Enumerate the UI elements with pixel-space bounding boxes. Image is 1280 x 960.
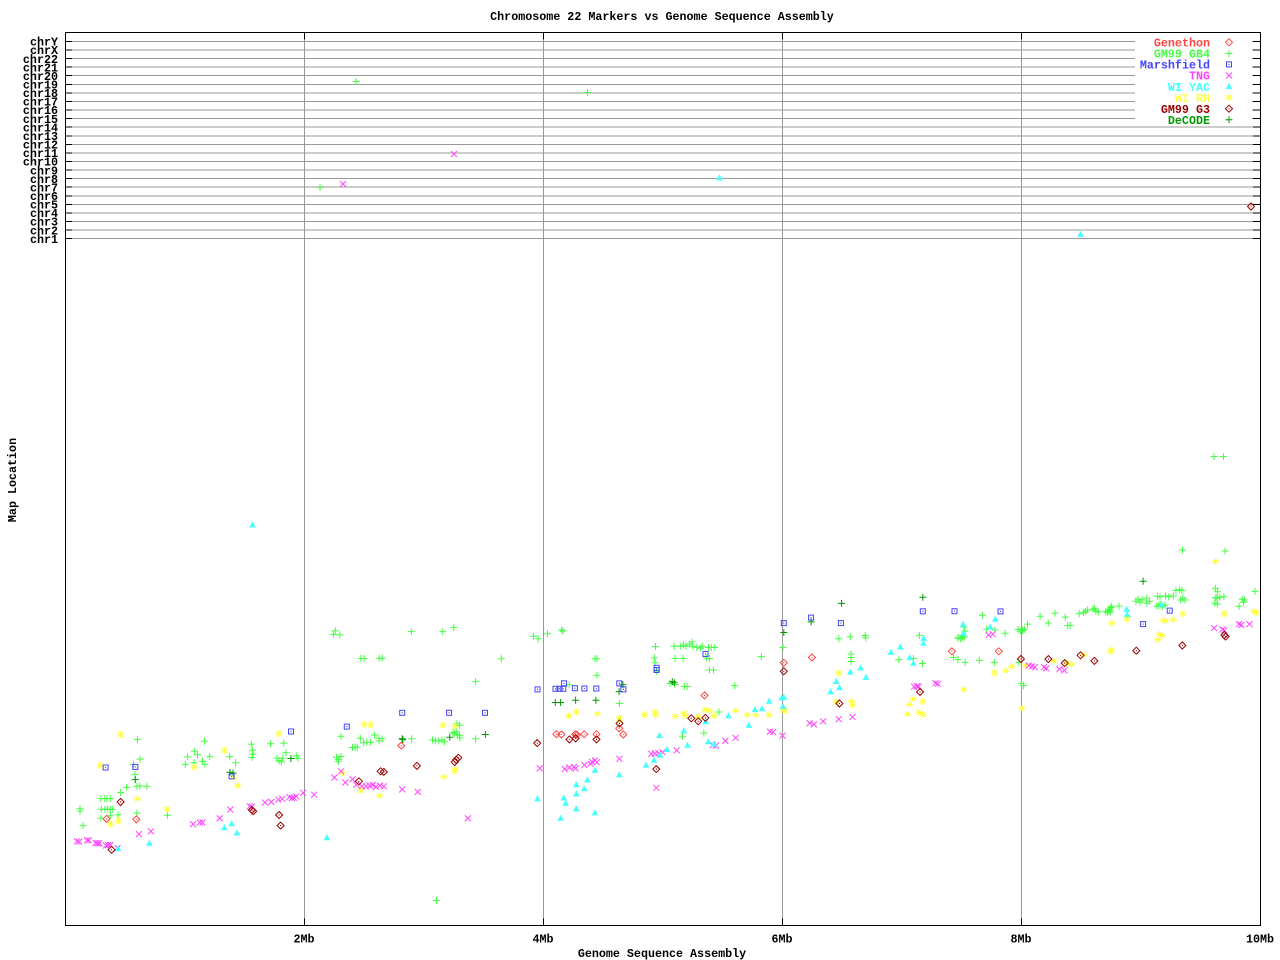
svg-text:chr12: chr12 <box>23 139 58 153</box>
svg-text:chr8: chr8 <box>30 173 58 187</box>
svg-text:chr22: chr22 <box>23 53 58 67</box>
svg-text:chr19: chr19 <box>23 79 58 93</box>
svg-text:Chromosome 22 Markers vs Genom: Chromosome 22 Markers vs Genome Sequence… <box>490 10 834 24</box>
svg-text:chr6: chr6 <box>30 190 58 204</box>
svg-text:8Mb: 8Mb <box>1010 933 1031 947</box>
svg-text:WI YAC: WI YAC <box>1168 81 1210 95</box>
svg-text:DeCODE: DeCODE <box>1168 114 1210 128</box>
svg-text:chrY: chrY <box>30 36 58 50</box>
svg-text:2Mb: 2Mb <box>293 933 314 947</box>
svg-text:chr17: chr17 <box>23 96 58 110</box>
svg-text:Map Location: Map Location <box>6 438 20 522</box>
svg-text:chr5: chr5 <box>30 199 58 213</box>
svg-text:chr13: chr13 <box>23 130 58 144</box>
svg-text:chr1: chr1 <box>30 233 58 247</box>
svg-text:chr15: chr15 <box>23 113 58 127</box>
svg-text:chr21: chr21 <box>23 61 58 75</box>
svg-text:chr16: chr16 <box>23 104 58 118</box>
svg-text:chr3: chr3 <box>30 216 58 230</box>
svg-text:chr10: chr10 <box>23 156 58 170</box>
svg-text:WI RH: WI RH <box>1175 92 1210 106</box>
svg-text:TNG: TNG <box>1189 70 1210 84</box>
svg-text:chr14: chr14 <box>23 121 58 135</box>
svg-text:4Mb: 4Mb <box>532 933 553 947</box>
svg-text:chr9: chr9 <box>30 164 58 178</box>
svg-text:chr2: chr2 <box>30 224 58 238</box>
svg-text:chr18: chr18 <box>23 87 58 101</box>
svg-text:6Mb: 6Mb <box>771 933 792 947</box>
svg-text:Genethon: Genethon <box>1154 37 1210 51</box>
svg-text:chr11: chr11 <box>23 147 58 161</box>
svg-text:Marshfield: Marshfield <box>1140 59 1210 73</box>
svg-text:10Mb: 10Mb <box>1246 933 1274 947</box>
svg-text:chrX: chrX <box>30 44 59 58</box>
svg-text:GM99 G3: GM99 G3 <box>1161 103 1210 117</box>
svg-text:chr7: chr7 <box>30 181 58 195</box>
svg-text:chr4: chr4 <box>30 207 58 221</box>
svg-text:chr20: chr20 <box>23 70 58 84</box>
svg-text:GM99 GB4: GM99 GB4 <box>1154 48 1210 62</box>
svg-text:Genome Sequence Assembly: Genome Sequence Assembly <box>578 947 746 960</box>
